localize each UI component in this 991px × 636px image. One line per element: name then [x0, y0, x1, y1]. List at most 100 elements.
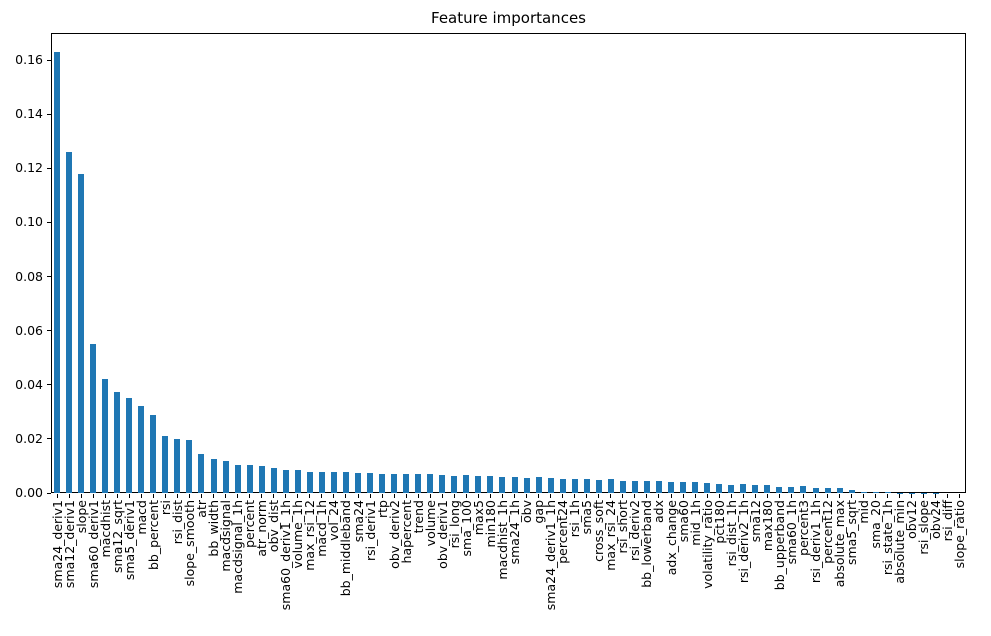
y-tick-mark [47, 167, 51, 169]
y-tick-mark [47, 330, 51, 332]
x-tick-mark [405, 494, 407, 498]
bar-macd_1h [318, 472, 325, 493]
bar-rsi_short [619, 480, 626, 493]
x-tick-mark [839, 494, 841, 498]
y-tick-mark [47, 221, 51, 223]
bar-bb_lowerband [643, 480, 650, 493]
x-tick-mark [68, 494, 70, 498]
x-tick-mark [634, 494, 636, 498]
x-tick-mark [526, 494, 528, 498]
bar-sma24 [355, 473, 361, 493]
y-tick-label: 0.04 [15, 376, 43, 392]
bar-max180 [764, 484, 771, 493]
bar-absolute_max [836, 488, 843, 493]
x-tick-mark [802, 494, 804, 498]
x-tick-mark [213, 494, 215, 498]
bar-macdsignal [222, 461, 229, 493]
x-tick-mark [851, 494, 853, 498]
bar-max_rsi_12 [306, 471, 313, 493]
bar-cross_soft [595, 479, 602, 493]
bar-obv_deriv2 [391, 473, 398, 493]
bar-rsi [162, 436, 169, 493]
x-tick-mark [441, 494, 443, 498]
bar-macd [138, 406, 145, 493]
x-tick-mark [923, 494, 925, 498]
bar-rsi_deriv2_1h [740, 484, 747, 493]
bar-atr [198, 453, 205, 493]
x-tick-mark [730, 494, 732, 498]
bar-bb_percent [150, 414, 157, 493]
x-tick-mark [694, 494, 696, 498]
x-tick-mark [164, 494, 166, 498]
x-tick-mark [586, 494, 588, 498]
y-tick-label: 0.14 [15, 106, 43, 122]
bar-rsi_long [451, 475, 458, 493]
bar-sma60_1h [788, 486, 795, 493]
bar-atr_norm [258, 466, 265, 493]
bar-hapercent [403, 473, 410, 493]
x-tick-mark [477, 494, 479, 498]
x-tick-mark [321, 494, 323, 498]
x-tick-mark [959, 494, 961, 498]
bar-rsi_deriv2 [631, 480, 638, 493]
x-tick-mark [935, 494, 937, 498]
y-tick-label: 0.02 [15, 430, 43, 446]
x-tick-mark [658, 494, 660, 498]
bar-sma60_deriv1_1h [282, 470, 289, 493]
x-tick-mark [465, 494, 467, 498]
y-tick-label: 0.10 [15, 214, 43, 230]
x-tick-mark [718, 494, 720, 498]
x-tick-mark [682, 494, 684, 498]
x-tick-mark [369, 494, 371, 498]
bar-sma24_1h [511, 477, 518, 493]
x-tick-mark [56, 494, 58, 498]
bar-volume_1h [294, 470, 301, 493]
x-tick-mark [670, 494, 672, 498]
bar-volatility_ratio [704, 483, 711, 493]
x-tick-mark [381, 494, 383, 498]
x-tick-mark [176, 494, 178, 498]
x-tick-mark [152, 494, 154, 498]
bar-gap [535, 477, 542, 493]
x-tick-mark [754, 494, 756, 498]
bar-rsi_deriv1 [367, 473, 374, 493]
bar-rsi_dist_1h [728, 484, 735, 493]
bar-volume [427, 474, 434, 493]
x-tick-mark [790, 494, 792, 498]
bar-trend [415, 474, 422, 493]
y-tick-mark [47, 113, 51, 115]
x-tick-mark [911, 494, 913, 498]
bar-adx [655, 481, 662, 493]
bar-rtp [379, 473, 386, 493]
bar-max5 [475, 476, 482, 493]
plot-area [51, 33, 966, 493]
x-tick-mark [237, 494, 239, 498]
x-tick-mark [200, 494, 202, 498]
x-tick-mark [947, 494, 949, 498]
y-tick-label: 0.00 [15, 485, 43, 500]
x-tick-mark [899, 494, 901, 498]
bar-sma5_sqrt [848, 490, 855, 493]
bar-slope [78, 173, 85, 493]
bar-macdhist [102, 379, 109, 493]
x-tick-mark [514, 494, 516, 498]
x-tick-mark [538, 494, 540, 498]
x-tick-mark [357, 494, 359, 498]
x-tick-mark [417, 494, 419, 498]
x-tick-mark [742, 494, 744, 498]
bar-rsi_deriv1_1h [812, 488, 819, 493]
y-tick-mark [47, 276, 51, 278]
x-tick-mark [249, 494, 251, 498]
x-tick-mark [273, 494, 275, 498]
x-tick-mark [646, 494, 648, 498]
x-tick-mark [778, 494, 780, 498]
bar-mid_1h [692, 482, 699, 493]
x-tick-mark [453, 494, 455, 498]
bar-bb_upperband [776, 487, 783, 493]
x-tick-mark [309, 494, 311, 498]
y-tick-mark [47, 384, 51, 386]
bar-sma12_sqrt [114, 391, 121, 493]
y-tick-mark [47, 492, 51, 494]
bar-sma_100 [463, 475, 470, 493]
bar-sma_20 [872, 492, 879, 493]
